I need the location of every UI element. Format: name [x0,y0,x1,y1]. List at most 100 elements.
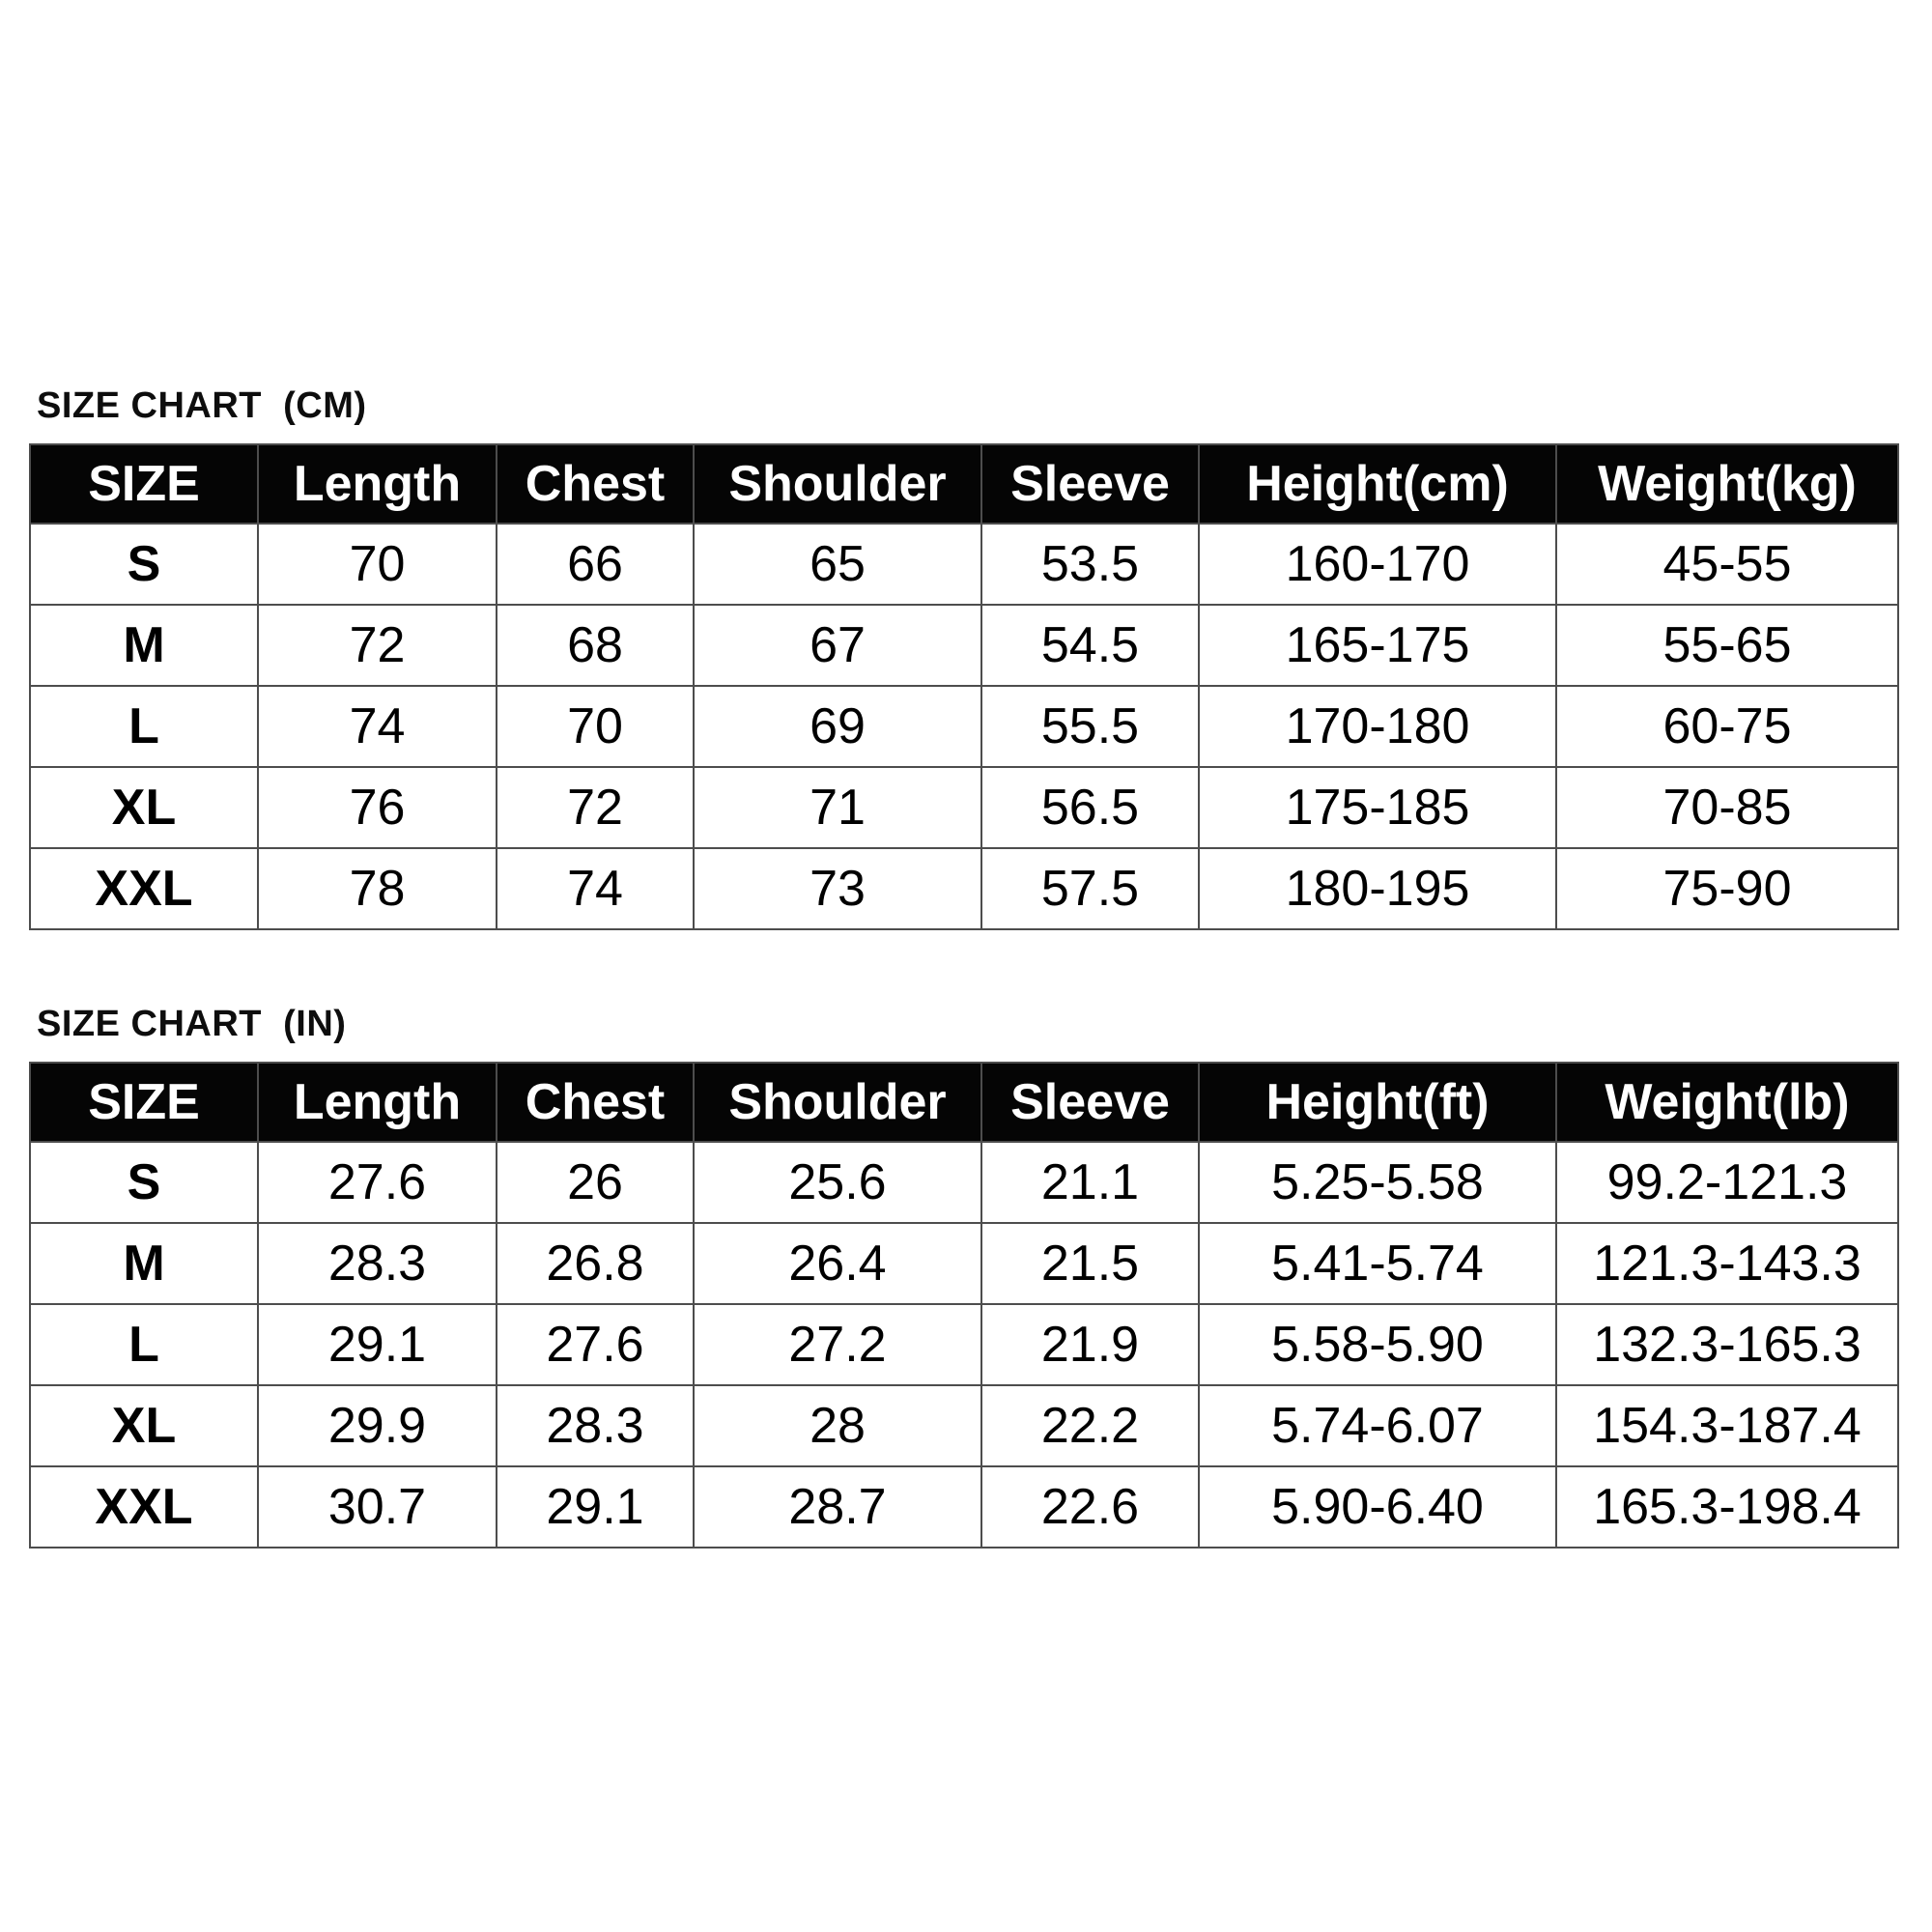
value-cell: 27.6 [257,1141,497,1224]
value-cell: 53.5 [980,523,1200,606]
value-cell: 76 [257,766,497,849]
value-cell: 45-55 [1555,523,1899,606]
value-cell: 71 [693,766,982,849]
value-cell: 165-175 [1198,604,1557,687]
value-cell: 22.2 [980,1384,1200,1467]
table-header-row: SIZE Length Chest Shoulder Sleeve Height(cm) W… [29,443,1899,525]
size-cell: XL [29,1384,259,1467]
value-cell: 21.5 [980,1222,1200,1305]
header-cell-size: SIZE [29,1062,259,1143]
value-cell: 180-195 [1198,847,1557,930]
header-cell-shoulder: Shoulder [693,443,982,525]
header-cell-shoulder: Shoulder [693,1062,982,1143]
value-cell: 22.6 [980,1465,1200,1548]
value-cell: 73 [693,847,982,930]
size-chart-in-title: SIZE CHART (IN) [37,1004,347,1044]
value-cell: 75-90 [1555,847,1899,930]
value-cell: 70 [496,685,695,768]
value-cell: 25.6 [693,1141,982,1224]
size-cell: L [29,1303,259,1386]
table-header-row: SIZE Length Chest Shoulder Sleeve Height(ft) W… [29,1062,1899,1143]
value-cell: 5.58-5.90 [1198,1303,1557,1386]
table-row-xl: XL 76 72 71 56.5 175-185 70-85 [29,766,1899,849]
header-cell-sleeve: Sleeve [980,443,1200,525]
header-cell-size: SIZE [29,443,259,525]
value-cell: 5.74-6.07 [1198,1384,1557,1467]
table-row-s: S 27.6 26 25.6 21.1 5.25-5.58 99.2-121.3 [29,1141,1899,1224]
table-row-l: L 74 70 69 55.5 170-180 60-75 [29,685,1899,768]
size-cell: S [29,1141,259,1224]
value-cell: 70 [257,523,497,606]
value-cell: 21.9 [980,1303,1200,1386]
value-cell: 175-185 [1198,766,1557,849]
size-chart-in-section: SIZE CHART (IN) SIZE Length Chest Shoulder S… [29,1003,1899,1548]
value-cell: 29.9 [257,1384,497,1467]
value-cell: 28 [693,1384,982,1467]
header-cell-chest: Chest [496,443,695,525]
value-cell: 65 [693,523,982,606]
value-cell: 70-85 [1555,766,1899,849]
value-cell: 160-170 [1198,523,1557,606]
value-cell: 60-75 [1555,685,1899,768]
value-cell: 78 [257,847,497,930]
value-cell: 154.3-187.4 [1555,1384,1899,1467]
header-cell-height-ft: Height(ft) [1198,1062,1557,1143]
header-cell-chest: Chest [496,1062,695,1143]
table-row-l: L 29.1 27.6 27.2 21.9 5.58-5.90 132.3-165.3 [29,1303,1899,1386]
size-cell: M [29,1222,259,1305]
value-cell: 5.25-5.58 [1198,1141,1557,1224]
value-cell: 54.5 [980,604,1200,687]
table-row-m: M 28.3 26.8 26.4 21.5 5.41-5.74 121.3-143.3 [29,1222,1899,1305]
value-cell: 5.90-6.40 [1198,1465,1557,1548]
value-cell: 55-65 [1555,604,1899,687]
value-cell: 170-180 [1198,685,1557,768]
value-cell: 57.5 [980,847,1200,930]
size-chart-in-table: SIZE Length Chest Shoulder Sleeve Height(ft) W… [29,1062,1899,1548]
value-cell: 72 [496,766,695,849]
size-chart-cm-title: SIZE CHART (CM) [37,385,367,426]
value-cell: 26 [496,1141,695,1224]
value-cell: 99.2-121.3 [1555,1141,1899,1224]
value-cell: 121.3-143.3 [1555,1222,1899,1305]
size-chart-cm-table: SIZE Length Chest Shoulder Sleeve Height(cm) W… [29,443,1899,930]
value-cell: 68 [496,604,695,687]
value-cell: 30.7 [257,1465,497,1548]
value-cell: 28.7 [693,1465,982,1548]
value-cell: 66 [496,523,695,606]
table-head: SIZE Length Chest Shoulder Sleeve Height(cm) W… [29,443,1899,525]
size-cell: M [29,604,259,687]
size-cell: L [29,685,259,768]
size-cell: XL [29,766,259,849]
size-cell: S [29,523,259,606]
header-cell-length: Length [257,1062,497,1143]
header-cell-sleeve: Sleeve [980,1062,1200,1143]
value-cell: 29.1 [257,1303,497,1386]
table-row-xl: XL 29.9 28.3 28 22.2 5.74-6.07 154.3-187.4 [29,1384,1899,1467]
value-cell: 27.2 [693,1303,982,1386]
value-cell: 165.3-198.4 [1555,1465,1899,1548]
value-cell: 74 [257,685,497,768]
value-cell: 26.8 [496,1222,695,1305]
table-body: S 27.6 26 25.6 21.1 5.25-5.58 99.2-121.3 M 28.3 2… [29,1141,1899,1548]
value-cell: 28.3 [257,1222,497,1305]
table-row-s: S 70 66 65 53.5 160-170 45-55 [29,523,1899,606]
header-cell-weight-lb: Weight(lb) [1555,1062,1899,1143]
size-chart-cm-section: SIZE CHART (CM) SIZE Length Chest Shoulder S… [29,384,1899,930]
size-cell: XXL [29,1465,259,1548]
value-cell: 29.1 [496,1465,695,1548]
value-cell: 26.4 [693,1222,982,1305]
size-cell: XXL [29,847,259,930]
value-cell: 56.5 [980,766,1200,849]
value-cell: 69 [693,685,982,768]
header-cell-height-cm: Height(cm) [1198,443,1557,525]
value-cell: 27.6 [496,1303,695,1386]
table-body: S 70 66 65 53.5 160-170 45-55 M 72 68 67 54.5 165-17… [29,523,1899,930]
table-row-xxl: XXL 78 74 73 57.5 180-195 75-90 [29,847,1899,930]
value-cell: 74 [496,847,695,930]
table-row-xxl: XXL 30.7 29.1 28.7 22.6 5.90-6.40 165.3-198.4 [29,1465,1899,1548]
value-cell: 28.3 [496,1384,695,1467]
value-cell: 21.1 [980,1141,1200,1224]
value-cell: 55.5 [980,685,1200,768]
table-head: SIZE Length Chest Shoulder Sleeve Height(ft) W… [29,1062,1899,1143]
